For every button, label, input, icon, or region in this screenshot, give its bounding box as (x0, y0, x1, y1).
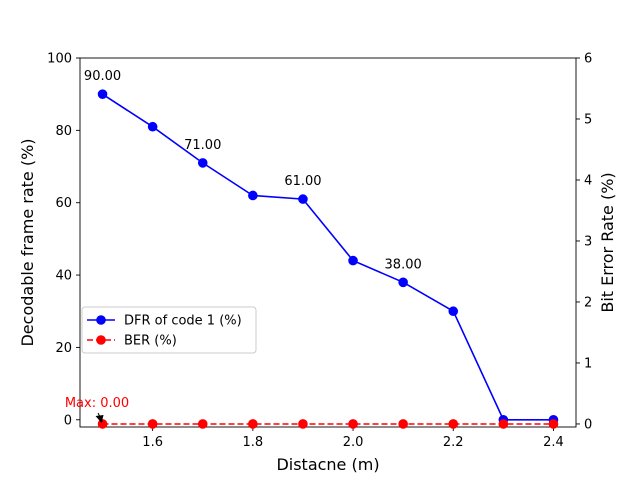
series-2-point (298, 419, 308, 429)
series-2-point (197, 419, 208, 429)
left-y-tick-label: 60 (55, 196, 72, 211)
right-y-tick-label: 4 (584, 173, 592, 188)
x-tick-label: 2.4 (543, 435, 564, 450)
series-2-point (348, 419, 358, 429)
right-y-tick-label: 1 (584, 356, 592, 371)
x-tick-label: 2.0 (343, 435, 364, 450)
series-1-point (298, 194, 308, 204)
right-y-axis-label: Bit Error Rate (%) (598, 172, 617, 312)
data-label: 90.00 (84, 69, 121, 84)
legend-label-1: DFR of code 1 (%) (124, 314, 242, 329)
series-2-point (498, 419, 509, 429)
annotation-arrowhead (95, 414, 104, 423)
series-1-point (448, 306, 459, 317)
series-2-point (448, 419, 459, 429)
right-y-tick-label: 2 (584, 295, 592, 310)
series-1-point (398, 277, 408, 288)
series-2-point (248, 419, 258, 429)
max-annotation-label: Max: 0.00 (65, 396, 129, 411)
data-label: 71.00 (184, 138, 221, 153)
legend-marker-2 (96, 335, 106, 345)
left-y-tick-label: 80 (55, 124, 72, 139)
left-y-tick-label: 40 (55, 269, 72, 284)
plot-frame (79, 57, 577, 428)
right-y-tick-label: 0 (584, 417, 592, 432)
x-tick-label: 1.8 (243, 435, 264, 450)
series-1-point (248, 190, 258, 201)
series-1-point (97, 89, 108, 99)
left-y-axis-label: Decodable frame rate (%) (18, 138, 37, 346)
series-1-point (348, 255, 358, 266)
series-2-point (398, 419, 408, 429)
legend-box (81, 306, 257, 354)
series-1-point (197, 158, 208, 168)
data-label: 38.00 (385, 257, 422, 272)
right-y-tick-label: 5 (584, 112, 592, 127)
legend-label-2: BER (%) (124, 334, 177, 349)
series-2-point (97, 419, 108, 429)
data-label: 61.00 (284, 174, 321, 189)
left-y-tick-label: 0 (64, 413, 72, 428)
series-1-point (147, 121, 158, 132)
left-y-tick-label: 100 (47, 52, 72, 67)
legend-marker-1 (96, 315, 106, 325)
right-y-tick-label: 3 (584, 234, 592, 249)
series-line-1 (102, 93, 554, 421)
x-tick-label: 2.2 (443, 435, 464, 450)
series-2-point (548, 419, 559, 429)
left-y-tick-label: 20 (55, 341, 72, 356)
series-2-point (147, 419, 158, 429)
right-y-tick-label: 6 (584, 52, 592, 67)
x-axis-label: Distacne (m) (276, 455, 379, 474)
x-tick-label: 1.6 (142, 435, 163, 450)
